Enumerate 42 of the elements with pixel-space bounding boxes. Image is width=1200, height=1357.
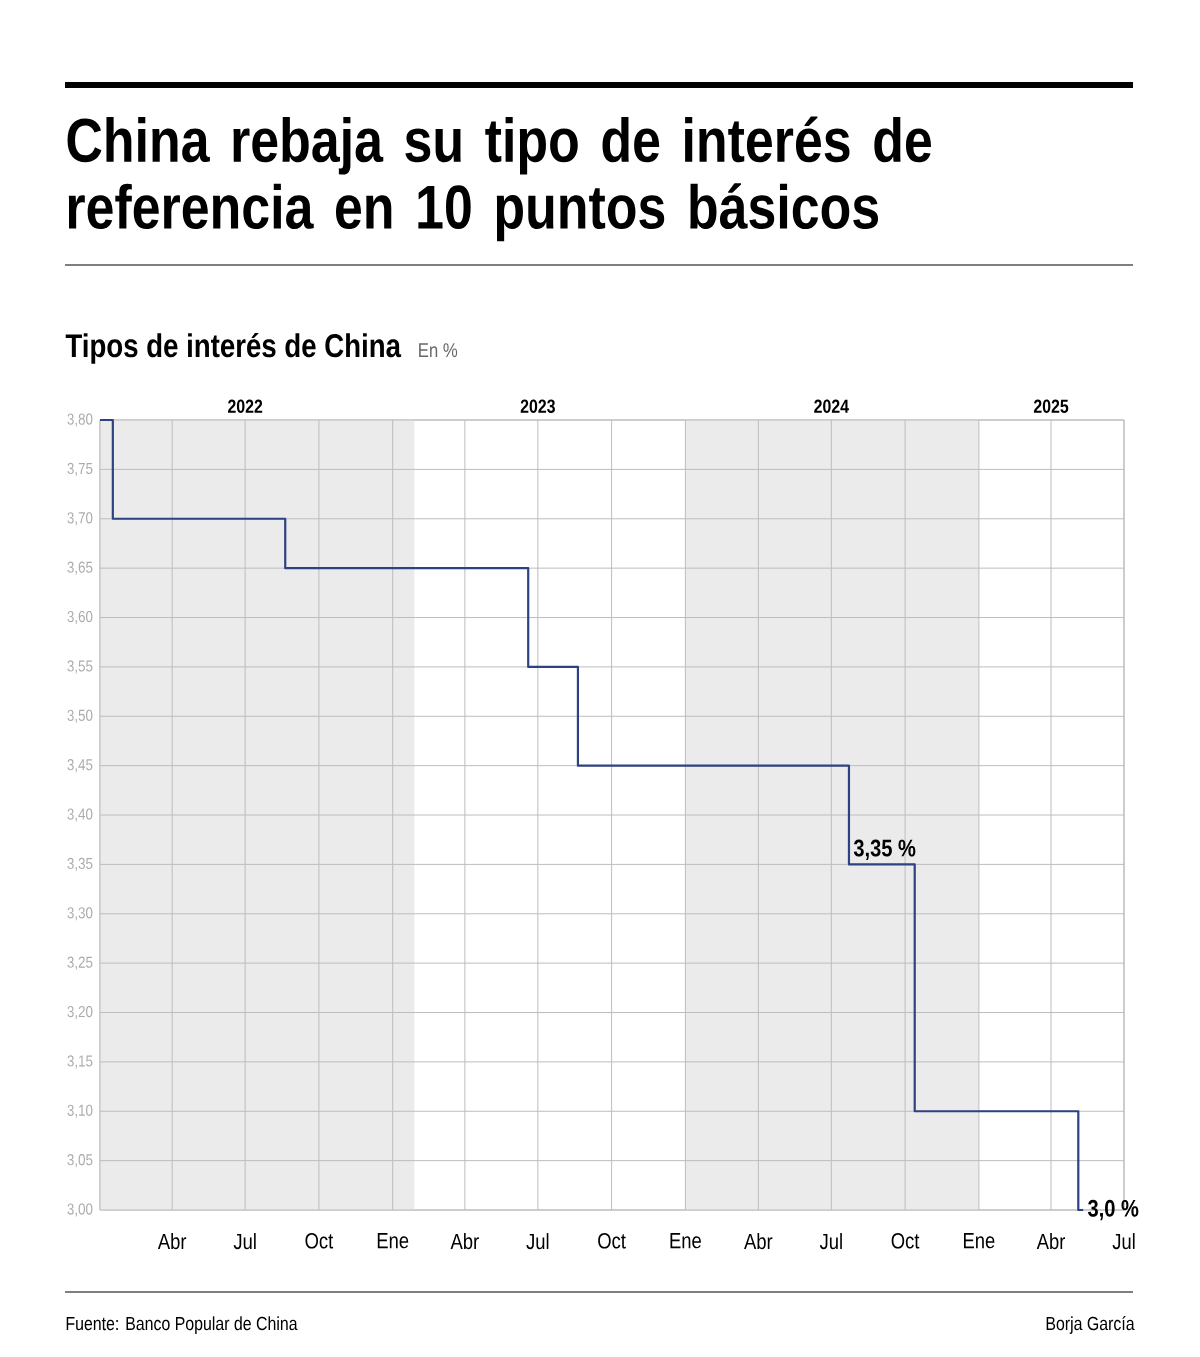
source-note: Fuente: Banco Popular de China [66,1316,298,1334]
y-tick-label: 3,25 [67,956,93,970]
x-tick-label: Abr [157,1233,187,1250]
x-tick-label: Abr [1036,1233,1066,1250]
y-tick-label: 3,15 [67,1055,93,1069]
y-tick-label: 3,75 [67,462,93,476]
x-tick-label: Abr [450,1233,479,1250]
y-tick-label: 3,30 [67,907,93,921]
x-tick-label: Jul [1112,1233,1135,1250]
x-tick-label: Oct [598,1233,626,1249]
annotation: 3,35 % [853,839,916,860]
y-tick-label: 3,70 [67,512,93,526]
x-tick-label: Ene [377,1233,409,1249]
chart-title: China rebaja su tipo de interés de referencia en 10 puntos básicos [67,116,931,242]
x-tick-label: Oct [891,1233,920,1249]
chart-subtitle: Tipos de interés de China [65,332,402,364]
x-tick-label: Oct [305,1233,334,1249]
y-tick-label: 3,80 [67,413,93,427]
x-tick-label: Jul [819,1233,842,1250]
x2-tick-label: 2024 [814,399,849,413]
y-tick-label: 3,05 [67,1154,93,1168]
y-axis-title: En % [419,343,458,358]
y-tick-label: 3,00 [67,1203,93,1217]
x-tick-label: Jul [233,1233,256,1250]
x2-tick-label: 2025 [1033,399,1069,413]
y-tick-label: 3,55 [67,660,93,674]
y-tick-label: 3,35 [67,857,93,871]
annotation: 3,0 % [1087,1199,1139,1221]
y-tick-label: 3,10 [67,1104,93,1118]
text: Borja García [1046,1316,1135,1334]
x-tick-label: Jul [526,1233,549,1250]
y-tick-label: 3,65 [67,561,93,575]
y-tick-label: 3,60 [67,610,93,625]
x2-tick-label: 2022 [228,399,263,413]
y-tick-label: 3,20 [67,1005,93,1020]
x-tick-label: Ene [963,1233,995,1249]
y-tick-label: 3,45 [67,759,93,773]
x2-tick-label: 2023 [520,399,555,413]
y-tick-label: 3,40 [67,808,93,822]
x-tick-label: Ene [670,1233,701,1249]
y-tick-label: 3,50 [67,709,93,723]
x-tick-label: Abr [744,1233,773,1250]
